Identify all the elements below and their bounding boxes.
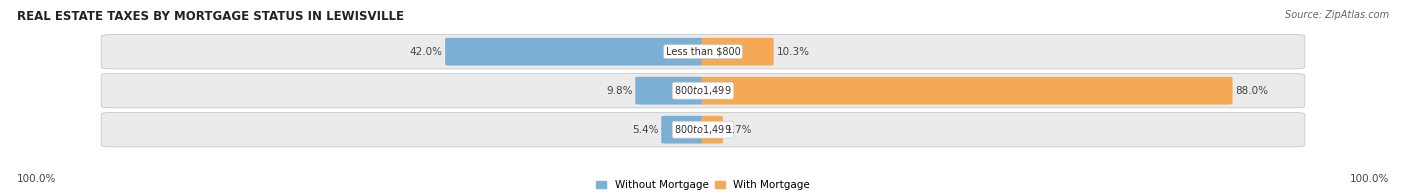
FancyBboxPatch shape [702, 116, 723, 144]
FancyBboxPatch shape [636, 77, 704, 105]
Text: 10.3%: 10.3% [776, 47, 810, 57]
Text: 42.0%: 42.0% [409, 47, 443, 57]
FancyBboxPatch shape [661, 116, 704, 144]
Text: Source: ZipAtlas.com: Source: ZipAtlas.com [1285, 10, 1389, 20]
Text: 100.0%: 100.0% [1350, 174, 1389, 184]
Text: REAL ESTATE TAXES BY MORTGAGE STATUS IN LEWISVILLE: REAL ESTATE TAXES BY MORTGAGE STATUS IN … [17, 10, 404, 23]
FancyBboxPatch shape [702, 77, 1233, 105]
FancyBboxPatch shape [702, 38, 773, 66]
Text: Less than $800: Less than $800 [665, 47, 741, 57]
FancyBboxPatch shape [446, 38, 704, 66]
Legend: Without Mortgage, With Mortgage: Without Mortgage, With Mortgage [596, 180, 810, 190]
FancyBboxPatch shape [101, 35, 1305, 69]
Text: 1.7%: 1.7% [725, 125, 752, 135]
Text: 88.0%: 88.0% [1236, 86, 1268, 96]
FancyBboxPatch shape [101, 74, 1305, 108]
Text: $800 to $1,499: $800 to $1,499 [675, 84, 731, 97]
Text: 5.4%: 5.4% [631, 125, 658, 135]
Text: 9.8%: 9.8% [606, 86, 633, 96]
Text: 100.0%: 100.0% [17, 174, 56, 184]
FancyBboxPatch shape [101, 113, 1305, 147]
Text: $800 to $1,499: $800 to $1,499 [675, 123, 731, 136]
